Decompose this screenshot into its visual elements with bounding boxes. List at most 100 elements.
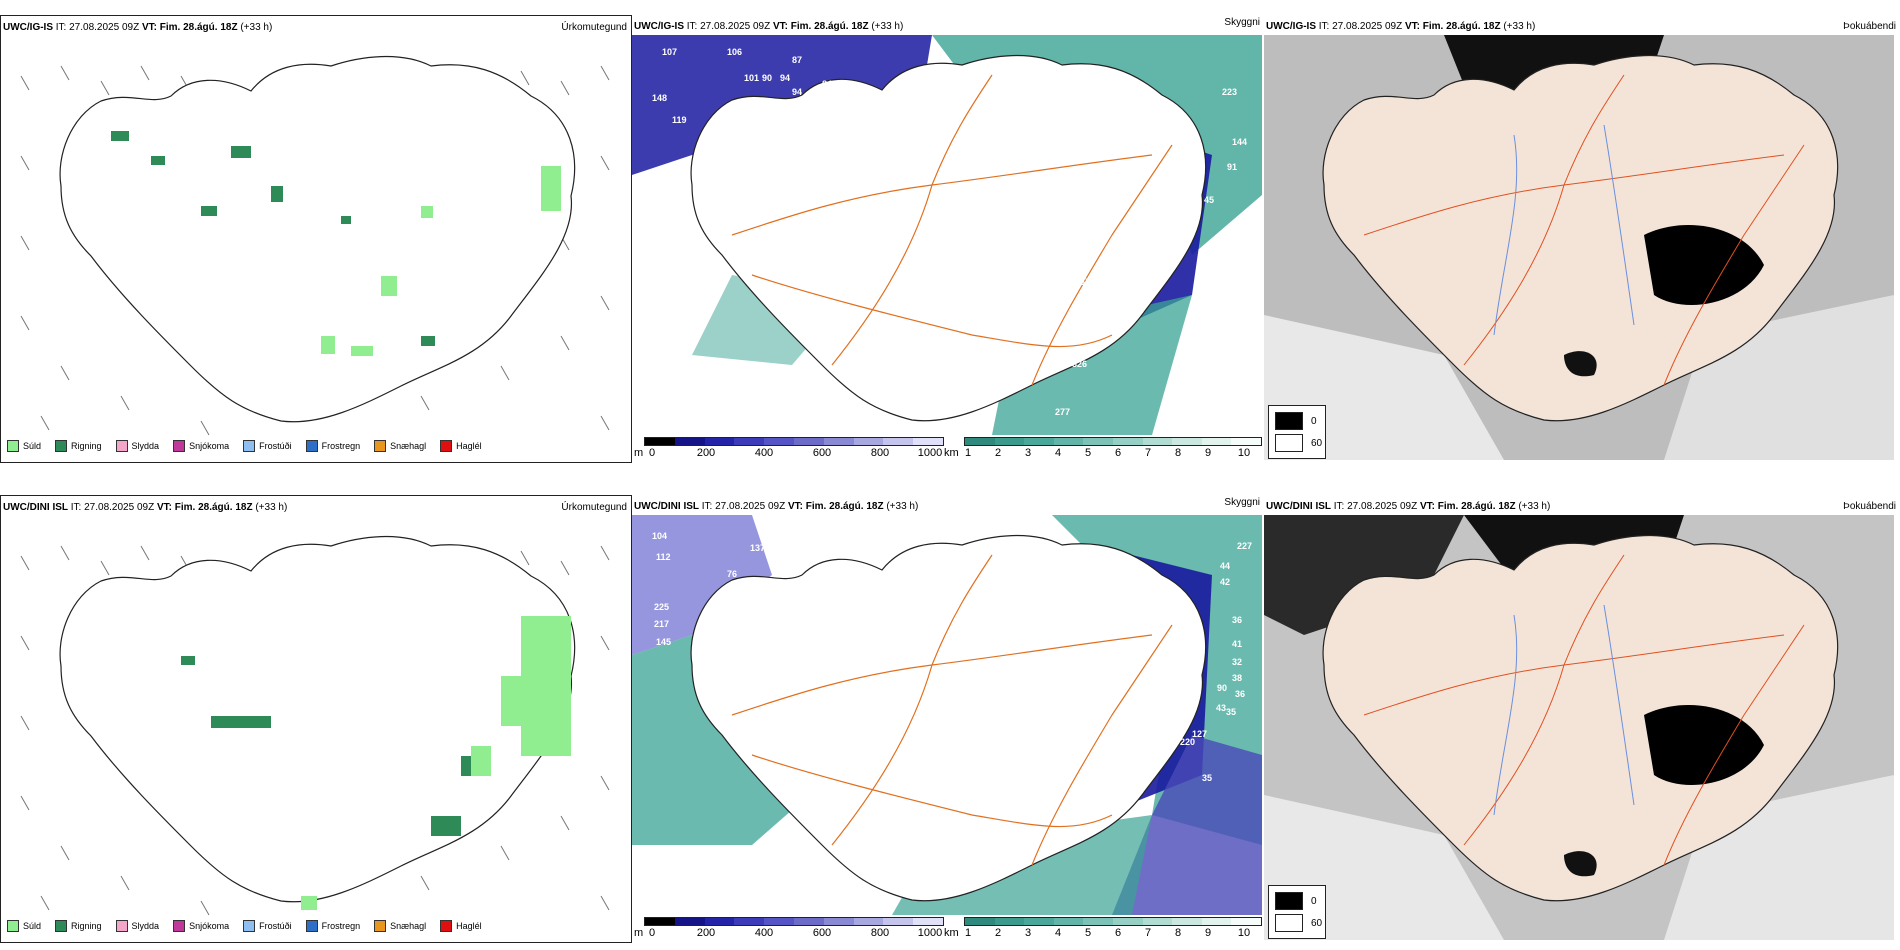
cloud-base-label: 53 <box>972 365 982 375</box>
legend-item: Súld <box>7 920 41 932</box>
cloud-base-label: 43 <box>1216 703 1226 713</box>
roads <box>731 554 1173 866</box>
fog-panel-top: UWC/IG-IS IT: 27.08.2025 09Z VT: Fim. 28… <box>1264 15 1900 463</box>
fog-legend-swatch <box>1275 412 1303 430</box>
cloud-base-label: 105 <box>882 581 897 591</box>
cloud-base-label: 33 <box>1034 752 1044 762</box>
valid-time: VT: Fim. 28.ágú. 18Z <box>1419 501 1516 512</box>
lead-time: (+33 h) <box>1503 21 1536 32</box>
cloud-base-label: 87 <box>792 55 802 65</box>
cloud-panel-bottom: UWC/DINI ISL IT: 27.08.2025 09Z VT: Fim.… <box>632 495 1264 943</box>
legend-swatch <box>7 920 19 932</box>
cloud-base-label: 326 <box>1072 359 1087 369</box>
visibility-unit: km <box>944 927 959 939</box>
cloud-base-label: 36 <box>1235 689 1245 699</box>
cloud-base-label: 76 <box>727 569 737 579</box>
visibility-tick: 5 <box>1084 927 1092 939</box>
visibility-colorbar: km 1 2 3 4 5 6 7 8 9 10 <box>944 437 1262 461</box>
legend-label: Slydda <box>131 921 160 931</box>
model-name: UWC/IG-IS <box>634 21 684 32</box>
lead-time: (+33 h) <box>886 501 919 512</box>
cloud-base-label: 115 <box>907 581 922 591</box>
cloudbase-colorbar: m 0 200 400 600 800 1000 <box>634 437 944 461</box>
legend-swatch <box>7 440 19 452</box>
legend-item: Snæhagl <box>374 920 426 932</box>
cloud-base-label: 46 <box>1180 199 1190 209</box>
visibility-unit: km <box>944 447 959 459</box>
cloud-base-label: 80 <box>867 155 877 165</box>
legend-label: Frostregn <box>321 441 361 451</box>
issue-time: IT: 27.08.2025 09Z <box>55 22 140 33</box>
legend-label: Frostúði <box>259 921 292 931</box>
legend-label: Snæhagl <box>390 441 427 451</box>
roads <box>731 74 1173 386</box>
fog-map <box>1264 35 1894 460</box>
cloud-base-label: 160 <box>1230 282 1245 292</box>
cloud-base-label: 101 <box>744 73 759 83</box>
cloud-base-label: 32 <box>1232 657 1242 667</box>
cloud-base-label: 90 <box>1217 683 1227 693</box>
legend-item: Súld <box>7 440 41 452</box>
panel-header: UWC/DINI ISL IT: 27.08.2025 09Z VT: Fim.… <box>1266 501 1550 512</box>
precip-map <box>20 535 610 916</box>
cloud-base-label: 90 <box>787 555 797 565</box>
visibility-tick: 5 <box>1084 447 1092 459</box>
cloud-base-label: 145 <box>656 637 671 647</box>
legend-swatch <box>440 920 453 932</box>
fog-legend-row: 0 <box>1275 412 1317 430</box>
cloud-base-label: 225 <box>654 602 669 612</box>
cloudbase-tick: 0 <box>648 927 656 939</box>
cloud-base-label: 223 <box>1222 87 1237 97</box>
cloudbase-tick: 400 <box>754 927 774 939</box>
visibility-tick: 10 <box>1237 927 1251 939</box>
cloud-base-label: 105 <box>817 581 832 591</box>
fog-legend-label: 0 <box>1311 415 1317 427</box>
cloudbase-tick: 200 <box>696 447 716 459</box>
cloud-base-label: 88 <box>1012 277 1022 287</box>
cloud-base-label: 38 <box>1232 673 1242 683</box>
cloud-base-label: 35 <box>1226 707 1236 717</box>
cloud-base-label: 104 <box>652 531 667 541</box>
fog-legend-swatch <box>1275 892 1303 910</box>
legend-item: Frostúði <box>243 440 292 452</box>
cloud-base-label: 37 <box>960 387 970 397</box>
cloudbase-bar <box>644 917 944 926</box>
cloud-base-label: 137 <box>750 543 765 553</box>
issue-time: IT: 27.08.2025 09Z <box>70 502 155 513</box>
visibility-tick: 8 <box>1174 447 1182 459</box>
legend-item: Snjókoma <box>173 920 229 932</box>
legend-label: Súld <box>23 441 42 451</box>
legend-label: Snæhagl <box>390 921 427 931</box>
panel-header: UWC/DINI ISL IT: 27.08.2025 09Z VT: Fim.… <box>634 501 918 512</box>
cloud-base-label: 45 <box>1204 195 1214 205</box>
panel-header: UWC/IG-IS IT: 27.08.2025 09Z VT: Fim. 28… <box>1266 21 1535 32</box>
drizzle-areas <box>301 616 571 910</box>
legend-swatch <box>115 920 128 932</box>
legend-label: Frostregn <box>321 921 361 931</box>
cloudbase-tick: 400 <box>754 447 774 459</box>
fog-legend: 0 60 <box>1268 405 1326 459</box>
valid-time: VT: Fim. 28.ágú. 18Z <box>787 501 884 512</box>
visibility-tick: 7 <box>1144 447 1152 459</box>
panel-title: Úrkomutegund <box>561 502 627 513</box>
drizzle-areas <box>321 166 561 356</box>
fog-legend-swatch <box>1275 914 1303 932</box>
wind-barbs <box>20 65 610 436</box>
visibility-tick: 3 <box>1024 927 1032 939</box>
legend-swatch <box>173 920 186 932</box>
cloud-base-label: 87 <box>907 551 917 561</box>
visibility-tick: 7 <box>1144 927 1152 939</box>
cloud-base-label: 277 <box>1055 407 1070 417</box>
visibility-colorbar: km 1 2 3 4 5 6 7 8 9 10 <box>944 917 1262 941</box>
model-name: UWC/DINI ISL <box>1266 501 1331 512</box>
fog-legend-row: 60 <box>1275 434 1322 452</box>
cloudbase-bar <box>644 437 944 446</box>
panel-title: Úrkomutegund <box>561 22 627 33</box>
wind-barbs <box>20 545 610 916</box>
model-name: UWC/DINI ISL <box>634 501 699 512</box>
legend-item: Frostúði <box>243 920 292 932</box>
cloud-base-label: 44 <box>1220 561 1230 571</box>
cloud-base-label: 40 <box>1187 189 1197 199</box>
